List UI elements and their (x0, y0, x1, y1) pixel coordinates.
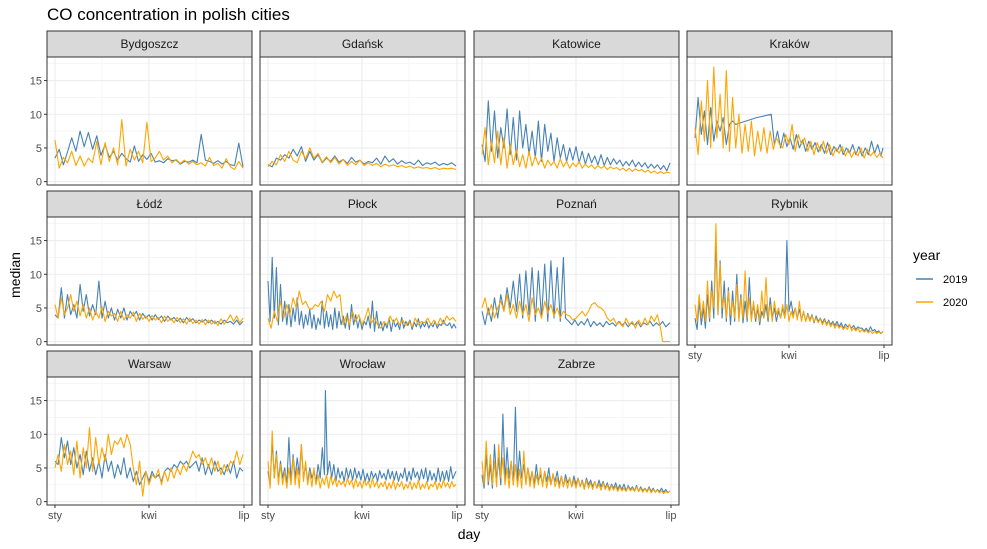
legend-label: 2019 (943, 274, 967, 286)
series-line-2019 (481, 100, 671, 172)
series-line-2020 (694, 223, 884, 335)
series-line-2019 (694, 240, 884, 335)
y-tick-label: 10 (30, 429, 42, 441)
facet-strip-label: Katowice (552, 37, 601, 51)
panel-poznan: Poznań (473, 190, 680, 346)
facet-strip-label: Bydgoszcz (120, 37, 178, 51)
panel-background (47, 217, 252, 345)
facet-strip (686, 190, 893, 218)
x-tick-label: kwi (354, 510, 370, 522)
y-tick-label: 5 (36, 303, 42, 315)
x-tick-label: sty (688, 350, 703, 362)
y-tick-label: 0 (36, 177, 42, 189)
series-line-2020 (481, 293, 670, 343)
x-tick-label: kwi (568, 510, 584, 522)
x-tick-label: lip (451, 510, 462, 522)
panel-rybnik: Rybnik sty kwi lip (686, 190, 893, 362)
series-line-2020 (267, 147, 457, 171)
series-line-2020 (267, 290, 457, 329)
series-line-2020 (54, 426, 244, 497)
y-axis-title: median (7, 252, 23, 298)
facet-strip-label: Zabrze (558, 357, 596, 371)
y-tick-label: 5 (36, 143, 42, 155)
panel-wroclaw: Wrocław sty kwi lip (259, 350, 466, 522)
series-line-2020 (267, 430, 457, 491)
series-line-2019 (267, 389, 457, 486)
x-tick-label: sty (48, 510, 63, 522)
facet-strip (473, 30, 680, 58)
panel-krakow: Kraków (686, 30, 893, 186)
panel-warsaw: Warsaw 0 5 10 15 sty kwi lip (30, 350, 253, 522)
x-tick-label: lip (238, 510, 249, 522)
facet-panels: Bydgoszcz 0 5 10 15 Gdańsk Katowice Kraków Łódź 0… (30, 30, 893, 522)
panel-katowice: Katowice (473, 30, 680, 186)
facet-strip-label: Rybnik (771, 197, 809, 211)
x-tick-label: sty (261, 510, 276, 522)
legend-title: year (913, 247, 941, 263)
panel-zabrze: Zabrze sty kwi lip (473, 350, 680, 522)
legend-item-2020: 2020 (916, 297, 967, 309)
facet-strip-label: Poznań (556, 197, 597, 211)
facet-strip (46, 350, 253, 378)
panel-border (686, 56, 893, 186)
panel-border (259, 216, 466, 346)
x-tick-label: lip (665, 510, 676, 522)
facet-strip-label: Łódź (136, 197, 162, 211)
y-tick-label: 5 (36, 463, 42, 475)
series-line-2019 (267, 256, 457, 333)
x-tick-label: sty (475, 510, 490, 522)
panel-border (686, 216, 893, 346)
facet-strip-label: Kraków (769, 37, 809, 51)
panel-border (259, 376, 466, 506)
facet-strip (259, 190, 466, 218)
chart-title: CO concentration in polish cities (47, 5, 290, 24)
y-tick-label: 15 (30, 76, 42, 88)
x-axis-title: day (458, 526, 481, 542)
panel-border (46, 216, 253, 346)
panel-gdansk: Gdańsk (259, 30, 466, 186)
x-tick-label: kwi (141, 510, 157, 522)
series-line-2019 (54, 437, 244, 486)
panel-background (260, 57, 465, 185)
series-line-2020 (694, 66, 884, 159)
x-tick-label: lip (878, 350, 889, 362)
y-tick-label: 0 (36, 337, 42, 349)
facet-strip (259, 350, 466, 378)
panel-border (46, 56, 253, 186)
facet-strip-label: Warsaw (128, 357, 171, 371)
panel-border (259, 56, 466, 186)
series-line-2020 (54, 293, 244, 327)
y-tick-label: 0 (36, 497, 42, 509)
x-tick-label: kwi (781, 350, 797, 362)
facet-strip-label: Płock (348, 197, 378, 211)
facet-strip-label: Gdańsk (342, 37, 384, 51)
series-line-2020 (481, 440, 671, 495)
panel-border (473, 56, 680, 186)
panel-border (473, 376, 680, 506)
series-line-2020 (481, 127, 671, 175)
facet-strip (686, 30, 893, 58)
y-tick-label: 10 (30, 109, 42, 121)
panel-lodz: Łódź 0 5 10 15 (30, 190, 253, 349)
panel-border (473, 216, 680, 346)
facet-strip (46, 190, 253, 218)
panel-border (46, 376, 253, 506)
facet-strip (46, 30, 253, 58)
legend-label: 2020 (943, 297, 967, 309)
legend: year 2019 2020 (913, 247, 967, 309)
y-tick-label: 10 (30, 269, 42, 281)
y-tick-label: 15 (30, 396, 42, 408)
panel-bydgoszcz: Bydgoszcz 0 5 10 15 (30, 30, 253, 189)
facet-strip-label: Wrocław (340, 357, 386, 371)
y-tick-label: 15 (30, 236, 42, 248)
series-line-2019 (54, 280, 244, 326)
panel-background (474, 217, 679, 345)
series-line-2020 (54, 119, 244, 171)
panel-background (47, 377, 252, 505)
legend-item-2019: 2019 (916, 274, 967, 286)
panel-background (47, 57, 252, 185)
legend-entries: 2019 2020 (916, 274, 967, 309)
panel-plock: Płock (259, 190, 466, 346)
